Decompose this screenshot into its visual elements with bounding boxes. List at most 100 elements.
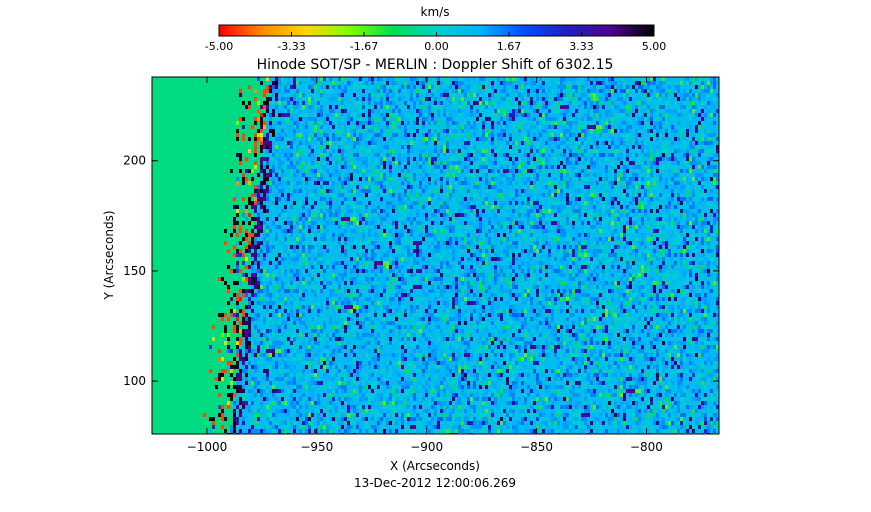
heatmap-cell (512, 89, 515, 93)
heatmap-cell (281, 137, 284, 141)
heatmap-cell (644, 85, 647, 89)
heatmap-cell (680, 113, 683, 117)
heatmap-cell (563, 181, 566, 185)
heatmap-cell (464, 177, 467, 181)
heatmap-cell (353, 93, 356, 97)
heatmap-cell (662, 181, 665, 185)
heatmap-cell (662, 129, 665, 133)
heatmap-cell (317, 201, 320, 205)
heatmap-cell (266, 189, 269, 193)
heatmap-cell (248, 85, 251, 89)
heatmap-cell (695, 117, 698, 121)
heatmap-cell (362, 177, 365, 181)
heatmap-cell (401, 145, 404, 149)
heatmap-cell (689, 181, 692, 185)
heatmap-cell (356, 201, 359, 205)
heatmap-cell (608, 145, 611, 149)
heatmap-cell (305, 117, 308, 121)
heatmap-cell (518, 93, 521, 97)
heatmap-cell (446, 117, 449, 121)
heatmap-cell (563, 197, 566, 201)
heatmap-cell (518, 177, 521, 181)
heatmap-cell (257, 117, 260, 121)
heatmap-cell (620, 185, 623, 189)
heatmap-cell (686, 161, 689, 165)
heatmap-cell (647, 177, 650, 181)
heatmap-cell (314, 85, 317, 89)
heatmap-cell (494, 89, 497, 93)
heatmap-cell (362, 77, 365, 81)
heatmap-cell (488, 125, 491, 129)
heatmap-cell (464, 77, 467, 81)
heatmap-cell (692, 177, 695, 181)
heatmap-cell (638, 185, 641, 189)
heatmap-cell (680, 189, 683, 193)
heatmap-cell (575, 117, 578, 121)
heatmap-cell (659, 85, 662, 89)
heatmap-cell (707, 185, 710, 189)
heatmap-cell (608, 189, 611, 193)
heatmap-cell (626, 173, 629, 177)
heatmap-cell (488, 161, 491, 165)
heatmap-cell (464, 133, 467, 137)
heatmap-cell (707, 125, 710, 129)
heatmap-cell (641, 121, 644, 125)
heatmap-cell (572, 181, 575, 185)
heatmap-cell (308, 113, 311, 117)
heatmap-cell (509, 81, 512, 85)
heatmap-cell (560, 109, 563, 113)
heatmap-cell (347, 101, 350, 105)
heatmap-cell (308, 169, 311, 173)
heatmap-cell (437, 101, 440, 105)
heatmap-cell (422, 97, 425, 101)
heatmap-cell (608, 133, 611, 137)
heatmap-cell (353, 181, 356, 185)
heatmap-cell (386, 185, 389, 189)
heatmap-cell (380, 109, 383, 113)
heatmap-cell (590, 149, 593, 153)
heatmap-cell (392, 185, 395, 189)
heatmap-cell (665, 161, 668, 165)
heatmap-cell (581, 161, 584, 165)
heatmap-cell (383, 133, 386, 137)
heatmap-cell (272, 125, 275, 129)
heatmap-cell (260, 149, 263, 153)
heatmap-cell (269, 101, 272, 105)
heatmap-cell (404, 189, 407, 193)
heatmap-cell (362, 201, 365, 205)
heatmap-cell (299, 161, 302, 165)
heatmap-cell (347, 117, 350, 121)
heatmap-cell (662, 197, 665, 201)
heatmap-cell (266, 149, 269, 153)
heatmap-cell (566, 113, 569, 117)
heatmap-cell (587, 173, 590, 177)
heatmap-cell (530, 169, 533, 173)
heatmap-cell (455, 141, 458, 145)
heatmap-cell (356, 173, 359, 177)
heatmap-cell (401, 77, 404, 81)
heatmap-cell (257, 205, 260, 209)
heatmap-cell (290, 93, 293, 97)
heatmap-cell (482, 105, 485, 109)
heatmap-cell (548, 185, 551, 189)
heatmap-cell (683, 145, 686, 149)
heatmap-cell (449, 173, 452, 177)
heatmap-cell (578, 85, 581, 89)
heatmap-cell (506, 201, 509, 205)
heatmap-cell (356, 113, 359, 117)
heatmap-cell (596, 169, 599, 173)
heatmap-cell (542, 105, 545, 109)
heatmap-cell (413, 181, 416, 185)
heatmap-cell (314, 133, 317, 137)
heatmap-cell (395, 157, 398, 161)
heatmap-cell (377, 185, 380, 189)
heatmap-cell (515, 125, 518, 129)
heatmap-cell (563, 85, 566, 89)
heatmap-cell (551, 161, 554, 165)
heatmap-cell (272, 121, 275, 125)
heatmap-cell (422, 185, 425, 189)
heatmap-cell (506, 177, 509, 181)
heatmap-cell (335, 93, 338, 97)
heatmap-cell (329, 113, 332, 117)
heatmap-cell (512, 169, 515, 173)
